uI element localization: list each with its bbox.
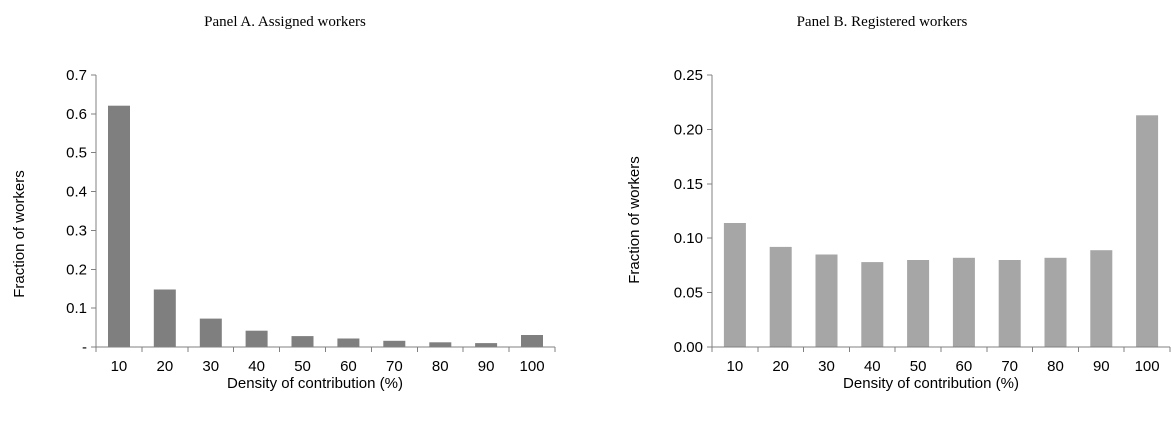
panel-a-bars — [108, 105, 543, 347]
panel-b-y-axis-label: Fraction of workers — [626, 156, 643, 284]
panel-b-bar-10 — [723, 223, 746, 347]
panel-b-y-tick-label: 0.20 — [674, 121, 703, 138]
panel-a-x-tick-label: 40 — [248, 358, 265, 375]
panel-b-bar-90 — [1090, 250, 1113, 347]
panel-b-x-tick-label: 30 — [818, 358, 835, 375]
panel-b-bar-40 — [861, 262, 884, 347]
panel-a-bar-80 — [429, 342, 452, 347]
panel-b-y-tick-label: 0.10 — [674, 230, 703, 247]
panel-a-x-ticks: 10 20 30 40 50 60 70 80 90 100 — [111, 358, 545, 375]
panel-a-y-tick-label: 0.5 — [66, 145, 87, 162]
panel-b-bar-30 — [815, 254, 838, 347]
panel-a-y-tick-label: 0.2 — [66, 261, 87, 278]
panel-b-x-axis-label: Density of contribution (%) — [843, 375, 1019, 392]
panel-b-x-tick-label: 40 — [864, 358, 881, 375]
panel-b-bar-50 — [907, 260, 930, 347]
panel-b-y-tick-label: 0.00 — [674, 339, 703, 356]
panel-b-bar-100 — [1136, 115, 1159, 347]
panel-a-bar-60 — [337, 338, 360, 347]
panel-a-x-tick-label: 70 — [386, 358, 403, 375]
panel-a-bar-40 — [245, 330, 268, 347]
panel-a-bar-30 — [199, 318, 222, 347]
panel-b-x-tick-label: 50 — [910, 358, 927, 375]
panel-b-x-tick-label: 80 — [1047, 358, 1064, 375]
panel-a-x-axis-label: Density of contribution (%) — [227, 375, 403, 392]
panel-a-x-tick-label: 100 — [520, 358, 545, 375]
panel-a-bar-100 — [521, 335, 543, 347]
panel-b-bar-70 — [998, 260, 1021, 347]
panel-a-x-tick-label: 30 — [202, 358, 219, 375]
panel-b-y-tick-label: 0.15 — [674, 176, 703, 193]
panel-a-bar-50 — [291, 336, 314, 347]
panel-a-axes — [91, 74, 556, 352]
panel-a-y-axis-label: Fraction of workers — [11, 170, 28, 298]
panel-b-x-tick-label: 20 — [772, 358, 789, 375]
panel-a-y-ticks: - 0.1 0.2 0.3 0.4 0.5 0.6 0.7 — [66, 67, 87, 356]
panel-b-x-tick-label: 70 — [1001, 358, 1018, 375]
panel-a-bar-10 — [108, 105, 130, 347]
panel-b-bar-60 — [952, 257, 975, 347]
panel-a-x-tick-label: 50 — [294, 358, 311, 375]
panel-a-y-tick-label: 0.6 — [66, 106, 87, 123]
panel-a-x-tick-label: 80 — [432, 358, 449, 375]
panel-a-chart: Panel A. Assigned workers Fraction of wo… — [11, 14, 556, 392]
panel-a-x-tick-label: 90 — [478, 358, 495, 375]
panel-a-bar-70 — [383, 340, 406, 347]
panel-b-axes — [707, 74, 1171, 352]
panel-b-bar-20 — [769, 246, 792, 347]
panel-a-x-tick-label: 20 — [157, 358, 174, 375]
panel-a-x-tick-label: 10 — [111, 358, 128, 375]
panel-a-y-tick-label: - — [82, 339, 87, 356]
panel-b-title: Panel B. Registered workers — [797, 14, 968, 30]
panel-b-chart: Panel B. Registered workers Fraction of … — [626, 14, 1171, 392]
panel-a-x-tick-label: 60 — [340, 358, 357, 375]
panel-b-x-tick-label: 90 — [1093, 358, 1110, 375]
panel-a-y-tick-label: 0.3 — [66, 222, 87, 239]
panel-b-x-ticks: 10 20 30 40 50 60 70 80 90 100 — [727, 358, 1160, 375]
panel-b-x-tick-label: 100 — [1135, 358, 1160, 375]
panel-a-title: Panel A. Assigned workers — [204, 14, 366, 30]
panel-b-y-ticks: 0.00 0.05 0.10 0.15 0.20 0.25 — [674, 67, 703, 356]
panel-b-bar-80 — [1044, 257, 1067, 347]
panel-b-y-tick-label: 0.05 — [674, 285, 703, 302]
panel-a-bar-90 — [475, 343, 498, 347]
panel-a-y-tick-label: 0.7 — [66, 67, 87, 84]
panel-a-bar-20 — [153, 289, 176, 347]
panel-b-x-tick-label: 60 — [956, 358, 973, 375]
panel-b-y-tick-label: 0.25 — [674, 67, 703, 84]
panel-a-y-tick-label: 0.1 — [66, 300, 87, 317]
panel-b-x-tick-label: 10 — [727, 358, 744, 375]
panel-a-y-tick-label: 0.4 — [66, 184, 87, 201]
panel-b-bars — [723, 115, 1159, 347]
